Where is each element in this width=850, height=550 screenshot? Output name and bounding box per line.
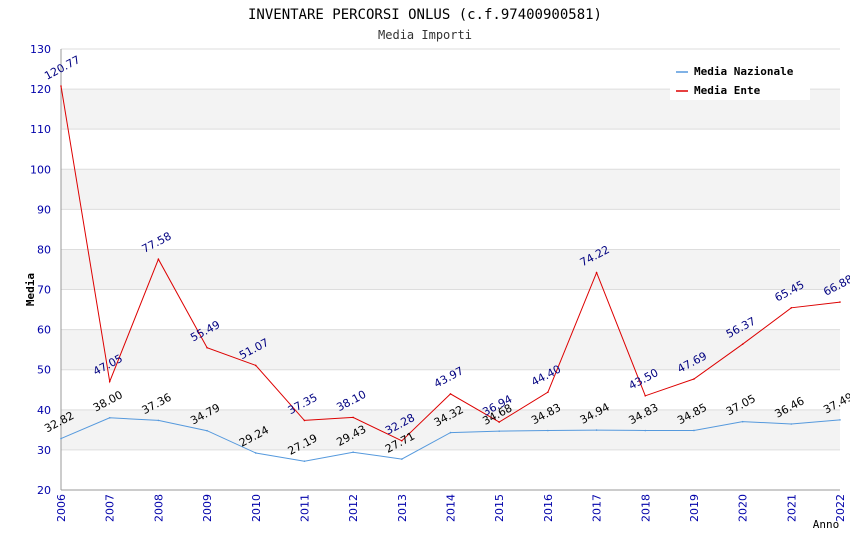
x-tick-label: 2017 xyxy=(591,494,604,522)
grid-band xyxy=(61,289,840,330)
chart-subtitle: Media Importi xyxy=(378,28,472,42)
data-point-media-ente xyxy=(157,258,160,260)
grid-band xyxy=(61,409,840,450)
grid-band xyxy=(61,449,840,490)
x-tick-label: 2010 xyxy=(250,494,263,522)
x-tick-label: 2019 xyxy=(688,494,701,522)
y-tick-labels: 20 30 40 50 60 70 80 90 100 110 120 130 xyxy=(30,43,51,497)
y-tick-label: 70 xyxy=(37,284,51,297)
data-point-media-ente xyxy=(790,306,793,309)
x-tick-label: 2021 xyxy=(785,494,798,522)
grid-band xyxy=(61,209,840,250)
y-tick-label: 80 xyxy=(37,243,51,256)
data-point-media-ente xyxy=(206,346,208,349)
axes xyxy=(60,49,840,491)
data-point-media-ente xyxy=(108,380,111,383)
x-tick-labels: 2006 2007 2008 2009 2010 2011 2012 2013 2014 2015… xyxy=(55,494,847,522)
y-tick-label: 120 xyxy=(30,83,51,96)
y-tick-label: 100 xyxy=(30,163,51,176)
legend-label-media-ente: Media Ente xyxy=(694,84,761,97)
data-point-media-nazionale xyxy=(741,420,744,423)
x-tick-label: 2022 xyxy=(834,494,847,522)
x-tick-label: 2018 xyxy=(639,494,652,522)
x-tick-label: 2015 xyxy=(493,494,506,522)
data-point-media-ente xyxy=(498,421,500,423)
y-tick-label: 50 xyxy=(37,364,51,377)
data-point-media-nazionale xyxy=(254,452,257,454)
data-point-media-ente xyxy=(693,378,695,380)
data-point-media-ente xyxy=(595,271,598,274)
grid-lines xyxy=(61,48,840,491)
y-tick-label: 110 xyxy=(30,123,51,136)
x-tick-label: 2009 xyxy=(201,494,214,522)
y-tick-label: 40 xyxy=(37,404,51,417)
data-point-media-nazionale xyxy=(352,451,354,453)
x-tick-label: 2013 xyxy=(396,494,409,522)
x-axis-label: Anno xyxy=(813,518,840,531)
y-tick-label: 30 xyxy=(37,444,51,457)
data-point-media-ente xyxy=(401,439,403,442)
data-point-media-nazionale xyxy=(108,417,111,419)
data-point-media-nazionale xyxy=(547,429,549,432)
y-tick-label: 90 xyxy=(37,203,51,216)
x-tick-label: 2011 xyxy=(298,494,311,522)
data-point-media-nazionale xyxy=(60,437,62,440)
x-tick-label: 2008 xyxy=(152,494,165,522)
legend: Media Nazionale Media Ente xyxy=(670,58,810,100)
y-axis-label: Media xyxy=(24,273,37,306)
data-point-media-nazionale xyxy=(839,419,841,421)
data-point-media-ente xyxy=(644,394,647,397)
data-point-media-ente xyxy=(60,85,62,87)
data-point-media-nazionale xyxy=(644,429,647,432)
x-tick-label: 2016 xyxy=(542,494,555,522)
data-point-media-ente xyxy=(303,419,306,422)
legend-label-media-nazionale: Media Nazionale xyxy=(694,65,794,78)
data-point-media-ente xyxy=(449,393,452,395)
data-point-media-nazionale xyxy=(693,429,695,432)
data-point-media-ente xyxy=(254,364,257,367)
data-point-media-nazionale xyxy=(401,458,403,460)
x-tick-label: 2006 xyxy=(55,494,68,522)
data-point-media-ente xyxy=(839,301,841,303)
data-point-media-nazionale xyxy=(790,423,793,425)
series-lines xyxy=(60,85,841,462)
data-point-media-nazionale xyxy=(595,429,598,431)
grid-band xyxy=(61,129,840,170)
data-point-media-ente xyxy=(547,391,549,393)
data-point-media-nazionale xyxy=(157,419,160,422)
x-tick-label: 2007 xyxy=(104,494,117,522)
y-tick-label: 130 xyxy=(30,43,51,56)
legend-box xyxy=(670,58,810,100)
x-tick-label: 2014 xyxy=(445,494,458,522)
grid-band xyxy=(61,249,840,290)
chart-title: INVENTARE PERCORSI ONLUS (c.f.9740090058… xyxy=(248,7,602,23)
x-tick-label: 2012 xyxy=(347,494,360,522)
data-point-media-ente xyxy=(741,343,744,345)
y-tick-label: 60 xyxy=(37,324,51,337)
grid-band xyxy=(61,169,840,210)
data-point-media-ente xyxy=(352,416,354,419)
grid-band xyxy=(61,329,840,370)
x-tick-label: 2020 xyxy=(737,494,750,522)
y-tick-label: 20 xyxy=(37,484,51,497)
data-point-media-nazionale xyxy=(449,431,452,434)
grid-band xyxy=(61,369,840,410)
grid-bands xyxy=(61,49,840,490)
data-point-media-nazionale xyxy=(303,460,306,462)
data-point-media-nazionale xyxy=(498,430,500,432)
data-point-media-nazionale xyxy=(206,429,208,432)
